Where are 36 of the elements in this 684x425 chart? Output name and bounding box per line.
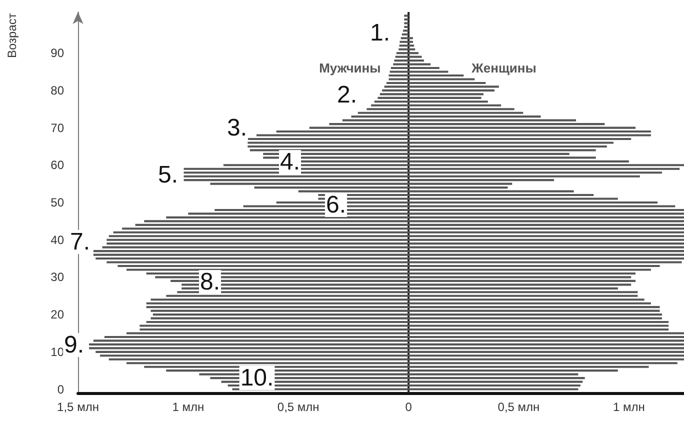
annotation: 7.: [70, 228, 90, 256]
series-label: Мужчины: [319, 60, 381, 76]
y-tick-label: 90: [50, 46, 64, 60]
x-tick-label: 1,5 млн: [57, 400, 99, 414]
bar: [400, 40, 409, 43]
x-tick-label: 0,5 млн: [498, 400, 540, 414]
x-tick-label: 1 млн: [612, 400, 645, 414]
annotation: 6.: [326, 192, 346, 218]
x-tick-label: 0: [405, 400, 412, 414]
annotation: 5.: [158, 162, 178, 188]
bar: [400, 37, 409, 40]
y-tick-label: 80: [50, 83, 64, 98]
annotation: 9.: [64, 332, 84, 358]
y-tick-label: 50: [50, 196, 64, 210]
bar: [404, 14, 409, 17]
annotation: 4.: [280, 148, 300, 176]
y-tick-label: 30: [50, 270, 64, 284]
bar: [404, 22, 409, 24]
bar: [402, 33, 409, 36]
y-axis-title: Возраст: [5, 12, 19, 58]
annotation: 2.: [336, 82, 358, 108]
bar: [404, 26, 409, 28]
annotation: 10.: [240, 364, 274, 392]
x-tick-label: 0,5 млн: [277, 400, 320, 414]
bar: [404, 18, 409, 20]
annotation: 1.: [370, 20, 390, 46]
annotation: 8.: [200, 268, 220, 296]
y-tick-label: 40: [50, 232, 64, 247]
bar: [403, 30, 409, 32]
y-tick-label: 70: [50, 120, 64, 135]
y-tick-label: 0: [57, 382, 64, 396]
y-tick-label: 20: [50, 308, 64, 322]
y-tick-label: 60: [50, 158, 64, 172]
series-label: Женщины: [470, 60, 536, 76]
x-tick-label: 1 млн: [172, 400, 204, 414]
annotation: 3.: [226, 114, 248, 142]
